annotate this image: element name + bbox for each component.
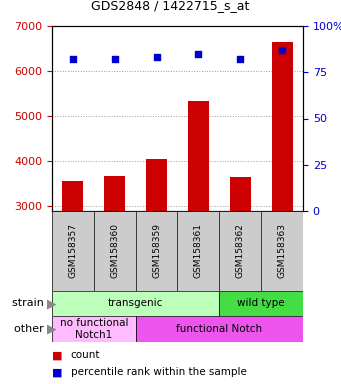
Bar — [146, 159, 167, 211]
Text: functional Notch: functional Notch — [176, 324, 262, 334]
Bar — [62, 181, 84, 211]
Text: wild type: wild type — [237, 298, 285, 308]
Text: other: other — [14, 324, 47, 334]
Text: ▶: ▶ — [47, 323, 57, 336]
Text: transgenic: transgenic — [108, 298, 163, 308]
Point — [154, 55, 159, 61]
Bar — [52, 291, 219, 316]
Text: strain: strain — [12, 298, 47, 308]
Point — [70, 56, 76, 62]
Point — [238, 56, 243, 62]
Text: GSM158360: GSM158360 — [110, 223, 119, 278]
Text: ▶: ▶ — [47, 297, 57, 310]
Bar — [188, 101, 209, 211]
Point — [112, 56, 118, 62]
Text: GDS2848 / 1422715_s_at: GDS2848 / 1422715_s_at — [91, 0, 250, 13]
Text: GSM158362: GSM158362 — [236, 223, 245, 278]
Text: GSM158361: GSM158361 — [194, 223, 203, 278]
Point — [279, 47, 285, 53]
Text: count: count — [71, 351, 100, 361]
Bar — [219, 291, 303, 316]
Text: ■: ■ — [52, 351, 62, 361]
Text: GSM158357: GSM158357 — [69, 223, 77, 278]
Text: ■: ■ — [52, 367, 62, 377]
Bar — [230, 177, 251, 211]
Text: GSM158363: GSM158363 — [278, 223, 286, 278]
Bar — [272, 42, 293, 211]
Text: percentile rank within the sample: percentile rank within the sample — [71, 367, 247, 377]
Bar — [52, 316, 136, 342]
Bar — [136, 316, 303, 342]
Text: no functional
Notch1: no functional Notch1 — [60, 318, 128, 340]
Text: GSM158359: GSM158359 — [152, 223, 161, 278]
Point — [196, 51, 201, 57]
Bar — [104, 176, 125, 211]
